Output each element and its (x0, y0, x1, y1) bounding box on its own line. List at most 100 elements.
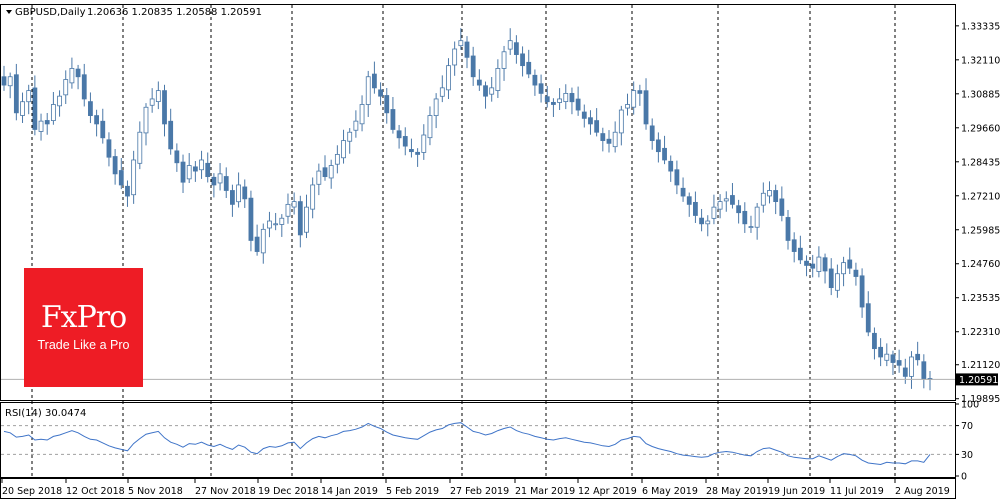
candle-body (730, 195, 735, 205)
time-tick-label: 19 Jun 2019 (768, 486, 825, 497)
candle-body (180, 161, 186, 183)
candle-body (551, 101, 556, 105)
candle-body (409, 149, 414, 153)
price-tick-label: 1.22310 (961, 327, 1000, 338)
candle-body (699, 217, 704, 225)
time-tick-label: 20 Sep 2018 (2, 486, 62, 497)
candle-body (495, 68, 501, 91)
candle-body (513, 42, 519, 55)
candle-body (402, 136, 408, 147)
candle-body (705, 220, 711, 225)
candle-body (446, 65, 451, 91)
time-tick-label: 12 Apr 2019 (578, 486, 637, 497)
candle-body (575, 98, 581, 111)
candle-body (254, 236, 260, 252)
time-tick-label: 5 Nov 2018 (128, 486, 183, 497)
price-tick-label: 1.21120 (961, 360, 1000, 371)
candle-body (328, 165, 334, 179)
candle-body (865, 303, 871, 333)
time-tick-label: 14 Jan 2019 (321, 486, 378, 497)
logo-wordmark: FxPro (40, 300, 127, 335)
candle-body (310, 184, 316, 210)
candle-body (353, 120, 359, 131)
candle-body (501, 51, 507, 69)
candle-body (81, 74, 87, 100)
candle-body (365, 76, 371, 105)
candle-body (186, 165, 192, 180)
logo-tagline: Trade Like a Pro (37, 338, 130, 352)
candle-body (155, 90, 161, 103)
candle-body (316, 170, 322, 185)
price-tick-label: 1.32110 (961, 55, 1000, 66)
candle-body (557, 98, 562, 103)
candle-body (297, 201, 303, 236)
candle-body (890, 354, 896, 363)
chart-symbol-label: GBPUSD,Daily (15, 7, 86, 18)
rsi-label: RSI(14) 30.0474 (5, 408, 86, 419)
candle-body (581, 111, 587, 119)
candle-body (88, 101, 93, 116)
candle-body (520, 53, 525, 67)
candle-body (736, 205, 742, 214)
candle-body (50, 104, 56, 121)
candle-body (211, 176, 217, 186)
candle-body (526, 61, 532, 75)
candle-body (118, 170, 124, 186)
time-axis-frame (0, 478, 956, 499)
candle-body (236, 184, 241, 203)
candle-body (304, 206, 309, 233)
candle-body (57, 95, 62, 107)
candle-body (896, 360, 902, 366)
candle-body (717, 201, 723, 210)
candle-body (773, 190, 779, 202)
candle-body (131, 159, 137, 196)
time-tick-label: 19 Dec 2018 (258, 486, 319, 497)
candle-body (748, 226, 754, 228)
candle-body (94, 115, 99, 125)
price-tick-label: 1.27210 (961, 191, 1000, 202)
candle-body (347, 131, 353, 142)
candle-body (643, 90, 649, 125)
candle-body (822, 257, 828, 272)
candle-body (483, 85, 488, 97)
candle-body (439, 87, 445, 97)
candle-body (100, 120, 106, 139)
candle-body (655, 139, 661, 153)
candle-body (723, 198, 729, 202)
price-tick-label: 1.30885 (961, 89, 1000, 100)
candle-body (334, 154, 340, 165)
candle-body (427, 115, 433, 139)
candle-body (273, 223, 279, 226)
collapse-triangle-icon[interactable] (6, 10, 12, 14)
candle-body (686, 196, 692, 205)
price-tick-label: 1.19895 (961, 394, 1000, 405)
candle-body (797, 247, 803, 261)
candle-body (915, 353, 921, 361)
candle-body (853, 269, 859, 277)
candle-body (779, 198, 785, 216)
candle-body (384, 95, 390, 114)
candle-body (693, 201, 698, 216)
candle-body (847, 259, 853, 269)
candle-body (909, 356, 914, 377)
candle-body (921, 361, 927, 380)
candle-body (458, 40, 464, 47)
candle-body (791, 239, 797, 252)
last-price-tag-label: 1.20591 (959, 375, 998, 386)
candle-body (742, 210, 748, 225)
candle-body (396, 130, 402, 139)
candle-body (32, 87, 38, 130)
candle-body (649, 125, 655, 141)
rsi-line (3, 422, 931, 466)
candle-body (804, 260, 809, 266)
candle-body (711, 206, 717, 219)
time-tick-label: 6 May 2019 (642, 486, 698, 497)
candle-body (507, 40, 513, 50)
candle-body (13, 74, 19, 114)
candle-body (828, 268, 834, 289)
candle-body (285, 203, 291, 217)
candle-body (878, 346, 884, 358)
candle-body (594, 120, 600, 133)
candle-body (859, 275, 865, 308)
price-axis: 1.33335 1.32110 1.30885 1.29660 1.28435 1.272… (955, 21, 1000, 405)
